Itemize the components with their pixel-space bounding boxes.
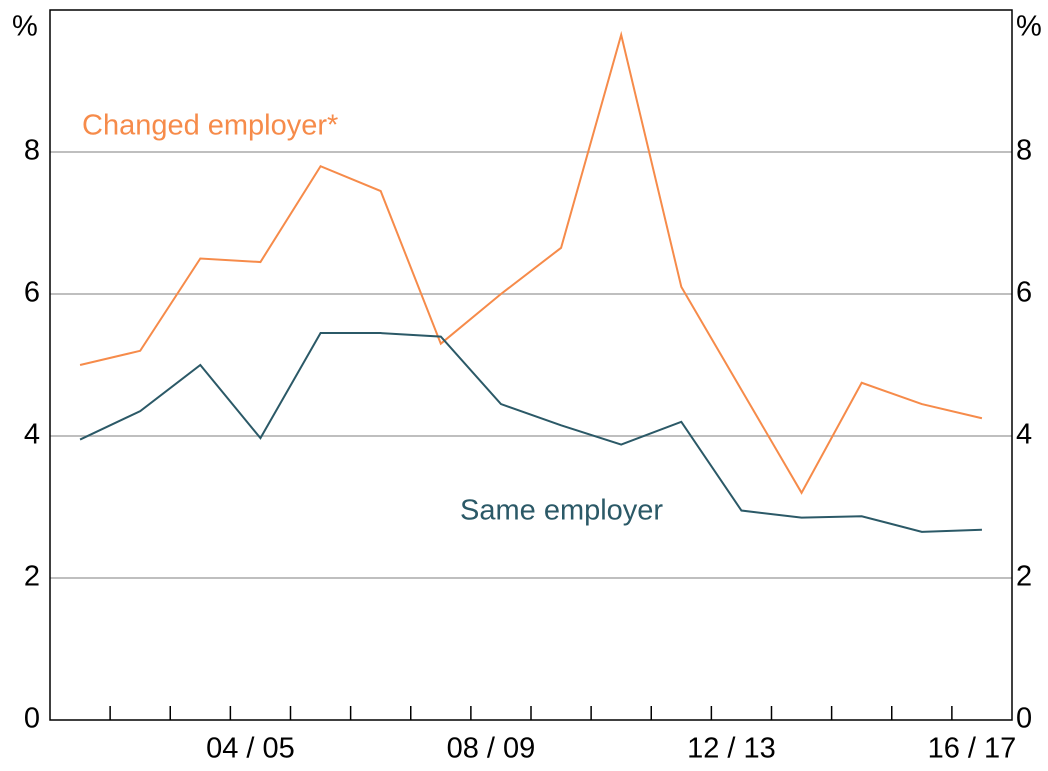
y2-tick-label: 0 <box>1016 703 1032 735</box>
x-tick-label: 04 / 05 <box>206 733 295 765</box>
x-tick-label: 16 / 17 <box>928 733 1017 765</box>
y2-tick-label: 4 <box>1016 419 1032 451</box>
y-tick-label: 8 <box>24 135 40 167</box>
x-tick-label: 12 / 13 <box>687 733 776 765</box>
y-tick-label: 2 <box>24 561 40 593</box>
series-line <box>79 30 983 495</box>
x-tick-label: 08 / 09 <box>447 733 536 765</box>
y2-tick-label: 6 <box>1016 277 1032 309</box>
y2-tick-label: 8 <box>1016 135 1032 167</box>
y-tick-label: 4 <box>24 419 40 451</box>
series-label: Same employer <box>460 495 663 527</box>
y-unit: % <box>12 11 38 43</box>
y2-unit: % <box>1016 11 1042 43</box>
y2-tick-label: 2 <box>1016 561 1032 593</box>
series-label: Changed employer* <box>82 110 338 142</box>
series-line <box>79 332 982 533</box>
y-tick-label: 0 <box>24 703 40 735</box>
y-tick-label: 6 <box>24 277 40 309</box>
